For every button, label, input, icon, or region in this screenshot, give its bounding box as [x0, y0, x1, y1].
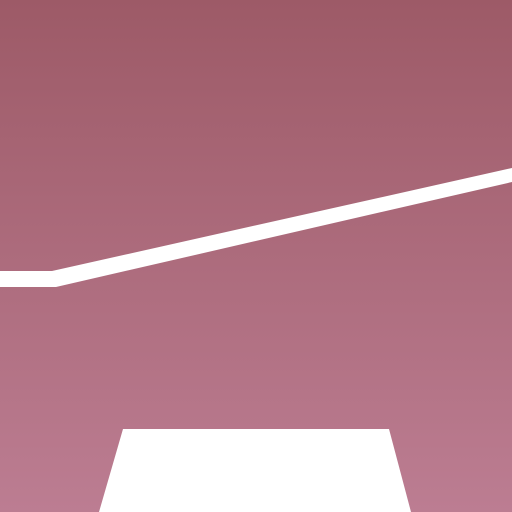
diagonal-line-icon	[0, 168, 512, 287]
trapezoid-icon	[99, 429, 411, 512]
